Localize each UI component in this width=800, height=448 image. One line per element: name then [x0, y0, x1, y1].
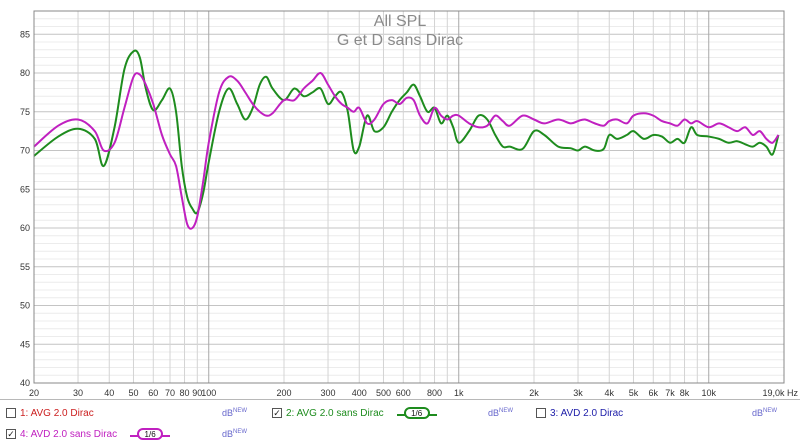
y-tick-label: 60	[20, 223, 30, 233]
smoothing-badge-4[interactable]: 1/6	[130, 428, 171, 440]
x-tick-label: 20	[29, 388, 39, 398]
x-tick-label: 10k	[701, 388, 716, 398]
series-layer	[33, 49, 780, 230]
y-tick-label: 85	[20, 29, 30, 39]
legend-unit-2: dBNEW	[488, 408, 514, 418]
x-tick-label: 600	[396, 388, 411, 398]
y-tick-label: 80	[20, 68, 30, 78]
x-tick-label: 60	[148, 388, 158, 398]
y-tick-label: 65	[20, 184, 30, 194]
legend-item-1[interactable]: 1: AVG 2.0 Dirac	[6, 404, 94, 422]
chart-title: All SPL	[374, 13, 427, 30]
legend-unit-3: dBNEW	[752, 408, 778, 418]
y-tick-label: 40	[20, 378, 30, 388]
x-tick-label: 2k	[529, 388, 539, 398]
x-tick-label: 6k	[649, 388, 659, 398]
legend-label-4: 4: AVD 2.0 sans Dirac	[20, 428, 118, 440]
legend-label-2: 2: AVG 2.0 sans Dirac	[286, 407, 384, 419]
x-tick-label: 200	[276, 388, 291, 398]
legend-checkbox-2[interactable]: ✓	[272, 408, 282, 418]
grid	[33, 10, 785, 384]
x-tick-label: 70	[165, 388, 175, 398]
x-tick-label: 800	[427, 388, 442, 398]
y-tick-label: 50	[20, 301, 30, 311]
x-tick-label: 90	[192, 388, 202, 398]
x-tick-label: 80	[180, 388, 190, 398]
legend-unit-4: dBNEW	[222, 429, 248, 439]
x-tick-label: 7k	[665, 388, 675, 398]
y-tick-label: 70	[20, 146, 30, 156]
legend-checkbox-1[interactable]	[6, 408, 16, 418]
x-tick-label: 300	[321, 388, 336, 398]
x-tick-label: 100	[201, 388, 216, 398]
legend-unit-1: dBNEW	[222, 408, 248, 418]
legend-item-4[interactable]: ✓ 4: AVD 2.0 sans Dirac 1/6	[6, 425, 171, 443]
x-tick-label: 40	[104, 388, 114, 398]
legend-panel: 1: AVG 2.0 Dirac dBNEW ✓ 2: AVG 2.0 sans…	[0, 399, 800, 448]
legend-label-3: 3: AVD 2.0 Dirac	[550, 407, 624, 419]
series-line-2[interactable]	[33, 71, 780, 230]
x-tick-label: 400	[352, 388, 367, 398]
chart-background	[0, 0, 800, 400]
x-tick-label: 19,0k Hz	[762, 388, 798, 398]
x-tick-label: 4k	[604, 388, 614, 398]
series-line-1[interactable]	[33, 49, 780, 215]
legend-label-1: 1: AVG 2.0 Dirac	[20, 407, 94, 419]
legend-item-2[interactable]: ✓ 2: AVG 2.0 sans Dirac 1/6	[272, 404, 437, 422]
x-tick-label: 5k	[629, 388, 639, 398]
y-tick-label: 55	[20, 262, 30, 272]
legend-checkbox-3[interactable]	[536, 408, 546, 418]
y-tick-label: 75	[20, 107, 30, 117]
y-tick-label: 45	[20, 339, 30, 349]
x-tick-label: 500	[376, 388, 391, 398]
x-tick-label: 30	[73, 388, 83, 398]
x-tick-label: 8k	[680, 388, 690, 398]
legend-item-3[interactable]: 3: AVD 2.0 Dirac	[536, 404, 623, 422]
x-tick-label: 1k	[454, 388, 464, 398]
chart-subtitle: G et D sans Dirac	[337, 32, 463, 49]
x-tick-label: 3k	[573, 388, 583, 398]
x-tick-label: 50	[128, 388, 138, 398]
smoothing-badge-2[interactable]: 1/6	[396, 407, 437, 419]
plot-frame	[33, 10, 785, 384]
legend-checkbox-4[interactable]: ✓	[6, 429, 16, 439]
